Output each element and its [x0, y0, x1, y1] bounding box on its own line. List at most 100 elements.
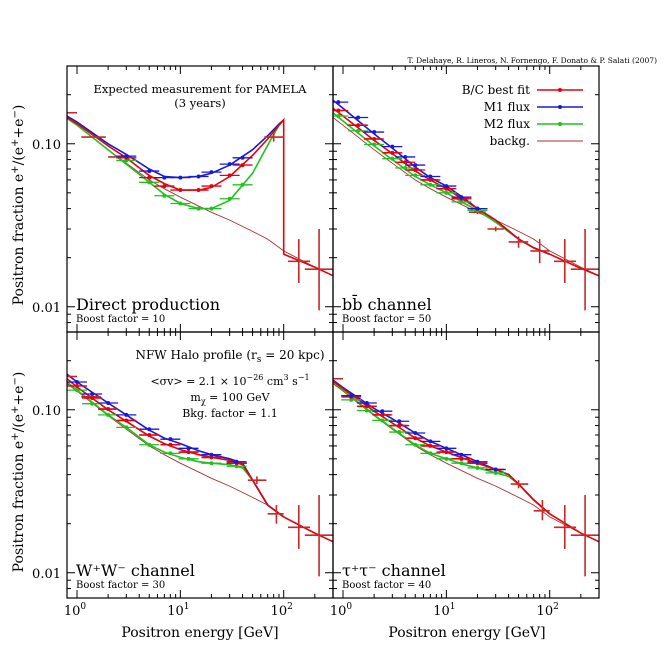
marker-point-m2	[428, 451, 433, 456]
marker-point-m1	[90, 391, 95, 396]
marker-point-m1	[403, 154, 408, 159]
bkg-factor-annotation: Bkg. factor = 1.1	[182, 407, 278, 420]
channel-label: bb̄ channel	[342, 293, 432, 314]
series-line-bc	[67, 116, 333, 277]
x-tick-label: 102	[537, 602, 559, 619]
marker-point-bc	[380, 412, 385, 417]
marker-point-m2	[209, 206, 214, 211]
marker-point-bc	[428, 177, 433, 182]
x-tick-label: 101	[433, 602, 455, 619]
x-axis-label-right: Positron energy [GeV]	[388, 625, 545, 641]
marker-point-m2	[349, 397, 354, 402]
y-axis-label-bottom: Positron fraction e+/(e++e−)	[10, 372, 27, 573]
marker-point-m2	[186, 456, 191, 461]
marker-point-m1	[475, 459, 480, 464]
marker-point-m1	[168, 437, 173, 442]
marker-point-m2	[124, 425, 129, 430]
marker-point-m2	[196, 206, 201, 211]
marker-point-m2	[397, 430, 402, 435]
legend: B/C best fit M1 flux M2 flux backg.	[462, 83, 583, 148]
marker-point-bc	[390, 150, 395, 155]
marker-point-m1	[178, 175, 183, 180]
x-tick-label: 100	[64, 602, 87, 619]
plot-area-direct	[67, 111, 333, 311]
marker-point-m1	[380, 409, 385, 414]
marker-point-m1	[444, 446, 449, 451]
y-tick-label: 0.10	[32, 404, 61, 419]
marker-point-bc	[124, 418, 129, 423]
marker-point-bc	[106, 407, 111, 412]
marker-point-m2	[372, 142, 377, 147]
marker-point-m2	[106, 412, 111, 417]
marker-point-bc	[372, 136, 377, 141]
marker-point-m2	[459, 461, 464, 466]
marker-point-m1	[459, 195, 464, 200]
marker-point-m2	[234, 464, 239, 469]
marker-point-bc	[459, 456, 464, 461]
marker-point-bc	[147, 175, 152, 180]
marker-point-bc	[413, 436, 418, 441]
plot-area-bb	[333, 99, 599, 311]
marker-point-m2	[380, 418, 385, 423]
marker-point-m2	[413, 173, 418, 178]
series-line-bkg	[67, 117, 333, 277]
marker-point-bc	[227, 173, 232, 178]
marker-point-m2	[147, 180, 152, 185]
x-tick-label: 102	[271, 602, 293, 619]
marker-point-m1	[106, 401, 111, 406]
marker-point-m2	[168, 451, 173, 456]
marker-point-m1	[428, 439, 433, 444]
marker-point-bc	[413, 168, 418, 173]
marker-point-bc	[209, 184, 214, 189]
plot-area-tt	[333, 377, 599, 577]
panel-frame	[66, 331, 334, 599]
marker-point-m1	[75, 380, 80, 385]
marker-point-m2	[336, 114, 341, 119]
y-axis-label-top: Positron fraction e+/(e++e−)	[10, 105, 27, 306]
marker-point-bc	[397, 423, 402, 428]
marker-point-m1	[356, 115, 361, 120]
pamela-annotation-line2: (3 years)	[174, 96, 226, 110]
marker-point-m1	[390, 144, 395, 149]
marker-point-m1	[428, 174, 433, 179]
marker-point-m1	[444, 184, 449, 189]
marker-point-m1	[124, 412, 129, 417]
legend-label-bkg: backg.	[490, 134, 530, 148]
marker-point-m1	[240, 155, 245, 160]
marker-point-m1	[162, 175, 167, 180]
marker-point-m2	[444, 456, 449, 461]
marker-point-m2	[459, 199, 464, 204]
marker-point-m1	[397, 419, 402, 424]
boost-factor-label: Boost factor = 40	[342, 580, 431, 591]
boost-factor-label: Boost factor = 10	[76, 314, 165, 325]
nfw-annotation: NFW Halo profile (rs = 20 kpc)	[135, 348, 324, 365]
marker-point-m1	[234, 459, 239, 464]
sigmav-annotation: <σv> = 2.1 × 10−26 cm3 s−1	[150, 373, 309, 388]
marker-point-m2	[178, 201, 183, 206]
marker-point-m2	[403, 166, 408, 171]
marker-point-bc	[364, 404, 369, 409]
marker-point-m1	[147, 169, 152, 174]
marker-point-bc	[336, 108, 341, 113]
marker-point-bc	[196, 188, 201, 193]
y-tick-label: 0.01	[32, 301, 61, 316]
legend-label-m2: M2 flux	[484, 117, 530, 131]
y-tick-label: 0.01	[32, 567, 61, 582]
marker-point-m2	[90, 401, 95, 406]
marker-point-m2	[413, 442, 418, 447]
marker-point-bc	[444, 450, 449, 455]
channel-label: Direct production	[76, 295, 220, 314]
marker-point-m2	[428, 182, 433, 187]
marker-point-m1	[459, 452, 464, 457]
x-tick-label: 100	[330, 602, 353, 619]
marker-point-m2	[356, 128, 361, 133]
boost-factor-label: Boost factor = 30	[76, 580, 165, 591]
marker-point-m2	[475, 465, 480, 470]
marker-point-m2	[240, 182, 245, 187]
legend-marker-m1	[558, 105, 562, 109]
marker-point-bc	[403, 160, 408, 165]
marker-point-bc	[162, 184, 167, 189]
marker-point-m1	[124, 154, 129, 159]
marker-point-bc	[428, 443, 433, 448]
